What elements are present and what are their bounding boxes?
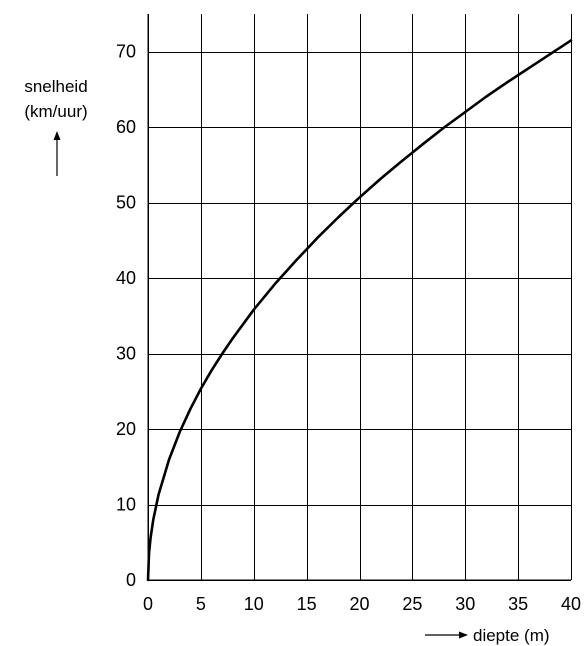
x-axis-label: diepte (m) [473, 626, 550, 645]
x-tick-label: 10 [244, 594, 264, 614]
y-tick-label: 70 [116, 42, 136, 62]
y-axis-arrow-icon [53, 131, 61, 176]
x-tick-labels: 0 5 10 15 20 25 30 35 40 [143, 594, 581, 614]
y-tick-label: 10 [116, 495, 136, 515]
axes [147, 14, 571, 581]
speed-curve [146, 39, 573, 582]
x-tick-label: 30 [455, 594, 475, 614]
y-tick-label: 30 [116, 344, 136, 364]
y-tick-label: 40 [116, 268, 136, 288]
y-tick-labels: 0 10 20 30 40 50 60 70 [116, 42, 136, 590]
y-tick-label: 20 [116, 419, 136, 439]
grid [148, 14, 572, 581]
x-tick-label: 20 [349, 594, 369, 614]
x-tick-label: 0 [143, 594, 153, 614]
x-tick-label: 25 [402, 594, 422, 614]
x-tick-label: 15 [297, 594, 317, 614]
y-axis-label-line1: snelheid [24, 77, 87, 96]
x-axis-arrow-icon [425, 631, 468, 639]
x-tick-label: 40 [561, 594, 581, 614]
x-tick-label: 5 [196, 594, 206, 614]
y-tick-label: 50 [116, 193, 136, 213]
x-tick-label: 35 [508, 594, 528, 614]
y-tick-label: 60 [116, 117, 136, 137]
y-axis-label-line2: (km/uur) [24, 102, 87, 121]
y-tick-label: 0 [126, 570, 136, 590]
